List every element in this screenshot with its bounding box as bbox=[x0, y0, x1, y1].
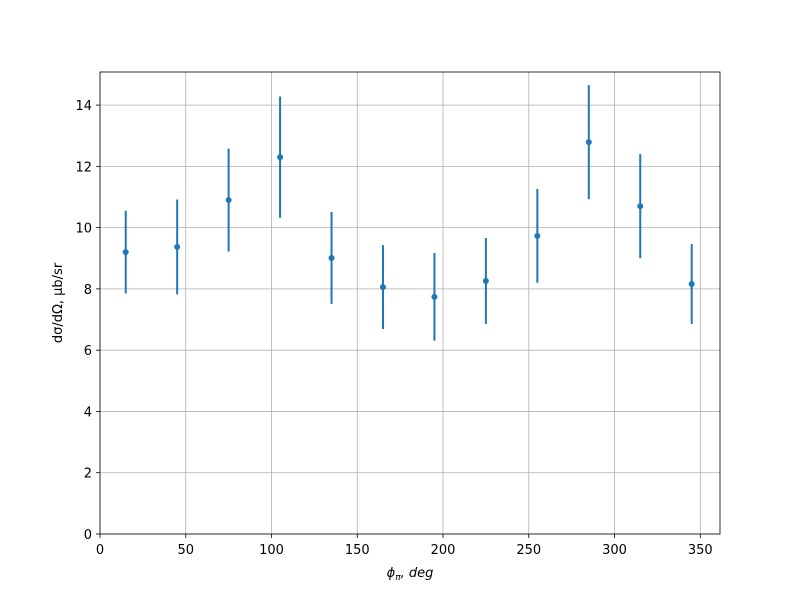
y-tick-label: 14 bbox=[75, 99, 92, 114]
marks bbox=[122, 85, 695, 341]
y-tick-label: 8 bbox=[84, 283, 92, 298]
axes-frame bbox=[99, 71, 721, 535]
x-tick-label: 200 bbox=[431, 543, 456, 558]
y-tick-label: 0 bbox=[84, 528, 92, 543]
data-point bbox=[534, 232, 541, 239]
data-point bbox=[431, 293, 438, 300]
x-label-symbol: ϕ bbox=[387, 566, 396, 581]
data-point bbox=[482, 277, 489, 284]
x-tick-label: 50 bbox=[177, 543, 194, 558]
y-tick-label: 10 bbox=[75, 222, 92, 237]
data-point bbox=[688, 281, 695, 288]
data-point bbox=[585, 139, 592, 146]
x-label-rest: , deg bbox=[401, 566, 434, 581]
data-point bbox=[277, 154, 284, 161]
x-tick-label: 250 bbox=[516, 543, 541, 558]
x-tick-label: 150 bbox=[345, 543, 370, 558]
y-tick-label: 6 bbox=[84, 344, 92, 359]
data-point bbox=[637, 203, 644, 210]
y-tick-label: 4 bbox=[84, 405, 92, 420]
data-point bbox=[379, 284, 386, 291]
x-tick-label: 300 bbox=[602, 543, 627, 558]
x-label-subscript: π bbox=[395, 573, 401, 583]
data-point bbox=[122, 249, 129, 256]
x-tick-label: 350 bbox=[688, 543, 713, 558]
x-tick-label: 0 bbox=[96, 543, 104, 558]
y-axis-label: dσ/dΩ, μb/sr bbox=[51, 262, 66, 343]
grid bbox=[99, 72, 720, 535]
data-point bbox=[328, 254, 335, 261]
x-axis-label: ϕπ, deg bbox=[387, 566, 434, 583]
data-point bbox=[174, 243, 181, 250]
x-tick-label: 100 bbox=[259, 543, 284, 558]
y-tick-label: 2 bbox=[84, 467, 92, 482]
data-point bbox=[225, 197, 232, 204]
y-tick-label: 12 bbox=[75, 160, 92, 175]
